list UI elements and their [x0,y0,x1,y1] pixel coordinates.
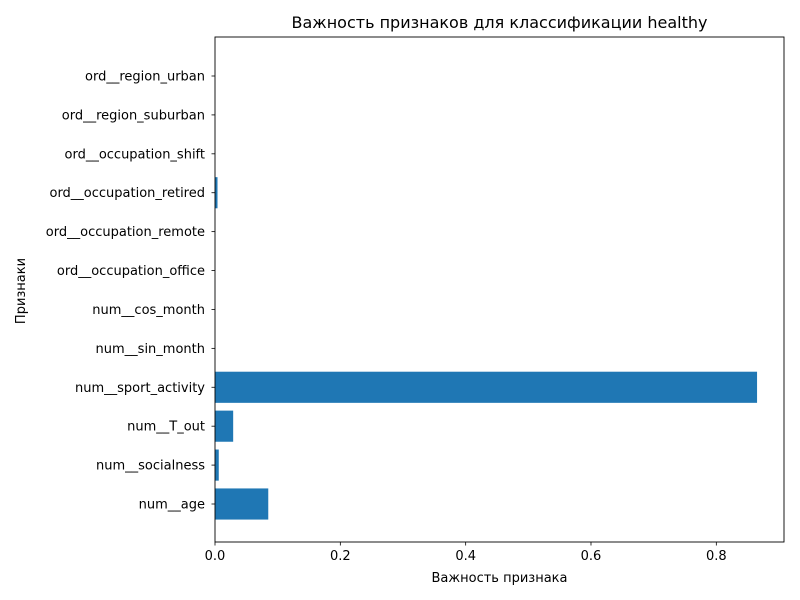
x-tick-label: 0.4 [455,549,476,564]
x-tick-label: 0.2 [330,549,351,564]
bar-num__age [215,488,269,520]
x-tick-label: 0.0 [205,549,226,564]
y-tick-label: num__sport_activity [75,381,205,396]
y-tick-label: num__cos_month [92,303,205,318]
chart-title: Важность признаков для классификации hea… [292,13,708,32]
x-axis-label: Важность признака [432,571,568,586]
y-tick-label: num__sin_month [96,342,205,357]
y-axis-ticks: num__age num__socialness num__T_out num__sp… [46,70,215,513]
y-tick-label: num__socialness [96,459,205,474]
y-tick-label: ord__region_suburban [62,108,205,123]
y-axis-label: Признаки [14,258,29,324]
bar-num__socialness [215,449,219,481]
y-tick-label: ord__occupation_remote [46,225,205,240]
y-tick-label: ord__occupation_office [57,264,205,279]
plot-frame [214,36,785,543]
x-tick-label: 0.6 [581,549,602,564]
x-tick-label: 0.8 [706,549,727,564]
bar-num__T_out [215,410,234,442]
bar-num__sport_activity [215,371,758,403]
y-tick-label: num__age [139,498,205,513]
y-tick-label: ord__region_urban [85,70,205,85]
x-axis-ticks: 0.0 0.2 0.4 0.6 0.8 [205,542,727,564]
y-tick-label: num__T_out [127,420,205,435]
y-tick-label: ord__occupation_retired [49,186,205,201]
bar-ord__occupation_retired [215,177,218,209]
bars-layer [215,177,758,520]
y-tick-label: ord__occupation_shift [65,147,206,162]
